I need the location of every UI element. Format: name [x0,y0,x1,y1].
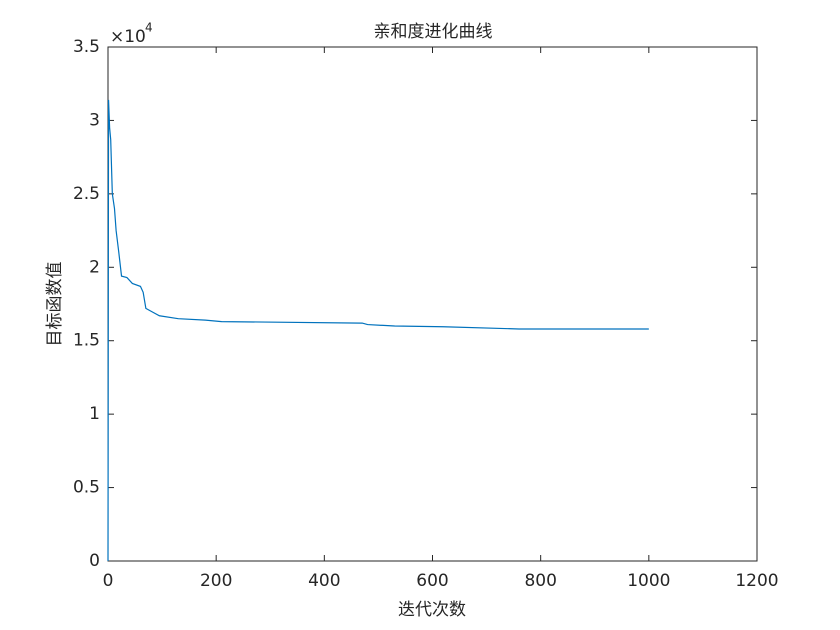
x-tick-label: 400 [308,571,340,591]
y-tick-label: 2 [89,257,100,277]
y-tick-label: 3 [89,110,100,130]
line-series [107,99,649,562]
y-tick-label: 0 [89,551,100,571]
x-tick-label: 800 [524,571,556,591]
y-tick-label: 2.5 [73,184,100,204]
x-tick-label: 1000 [627,571,670,591]
y-axis-label: 目标函数值 [45,262,65,347]
y-multiplier: ×10 [110,27,146,47]
x-tick-label: 600 [416,571,448,591]
plot-area [107,46,758,562]
y-multiplier-exponent: 4 [145,21,153,35]
x-tick-label: 0 [103,571,114,591]
y-tick-label: 0.5 [73,478,100,498]
x-tick-label: 1200 [735,571,778,591]
x-axis-label: 迭代次数 [398,600,466,620]
chart-title: 亲和度进化曲线 [374,22,493,42]
y-tick-label: 3.5 [73,37,100,57]
y-tick-label: 1 [89,404,100,424]
x-tick-label: 200 [200,571,232,591]
y-tick-label: 1.5 [73,331,100,351]
